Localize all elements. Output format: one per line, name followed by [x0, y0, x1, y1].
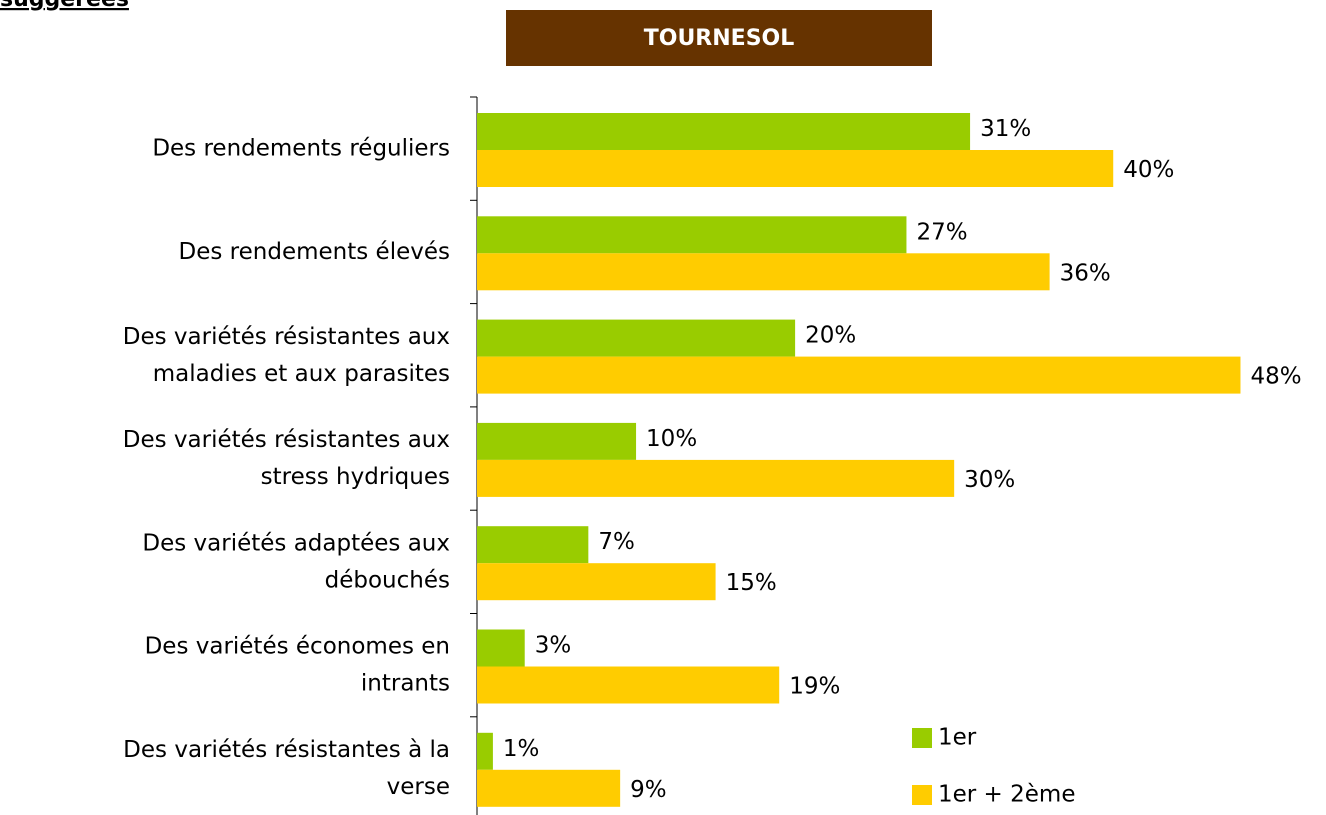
- value-label: 20%: [805, 323, 856, 349]
- value-label: 48%: [1250, 364, 1301, 390]
- value-label: 7%: [598, 529, 635, 555]
- value-label: 15%: [726, 570, 777, 596]
- value-label: 30%: [964, 467, 1015, 493]
- title-box: [506, 10, 932, 66]
- bar: [477, 526, 589, 564]
- legend-swatch: [912, 785, 932, 805]
- legend-swatch: [912, 728, 932, 748]
- category-label: Des variétés résistantes aux stress hydri…: [123, 427, 450, 490]
- category-label: Des rendements réguliers: [152, 135, 450, 161]
- bar: [477, 732, 493, 770]
- bar: [477, 319, 796, 357]
- category-label: Des rendements élevés: [179, 238, 450, 264]
- bar: [477, 769, 621, 807]
- value-label: 27%: [916, 219, 967, 245]
- bar: [477, 666, 780, 704]
- legend-label: 1er: [938, 725, 977, 751]
- bar: [477, 563, 716, 601]
- value-label: 9%: [630, 777, 667, 803]
- value-label: 3%: [535, 633, 572, 659]
- bar: [477, 113, 971, 150]
- bar: [477, 422, 637, 460]
- bar: [477, 150, 1114, 187]
- value-label: 1%: [503, 736, 539, 762]
- value-label: 40%: [1123, 157, 1174, 183]
- category-label: Des variétés adaptées aux débouchés: [142, 530, 450, 593]
- bar: [477, 459, 955, 497]
- bar: [477, 356, 1241, 394]
- chart-title: TOURNESOL: [644, 26, 795, 51]
- category-label: Des variétés économes en intrants: [145, 633, 450, 696]
- category-label: Des variétés résistantes à la verse: [123, 736, 450, 799]
- value-label: 19%: [789, 674, 840, 700]
- legend-label: 1er + 2ème: [938, 782, 1075, 808]
- value-label: 10%: [646, 426, 697, 452]
- value-label: 36%: [1060, 260, 1111, 286]
- category-label: Des variétés résistantes aux maladies et …: [123, 323, 450, 386]
- bar: [477, 253, 1050, 291]
- value-label: 31%: [980, 116, 1031, 142]
- bar: [477, 216, 907, 254]
- bar: [477, 629, 525, 667]
- page-header: suggérées: [0, 0, 129, 12]
